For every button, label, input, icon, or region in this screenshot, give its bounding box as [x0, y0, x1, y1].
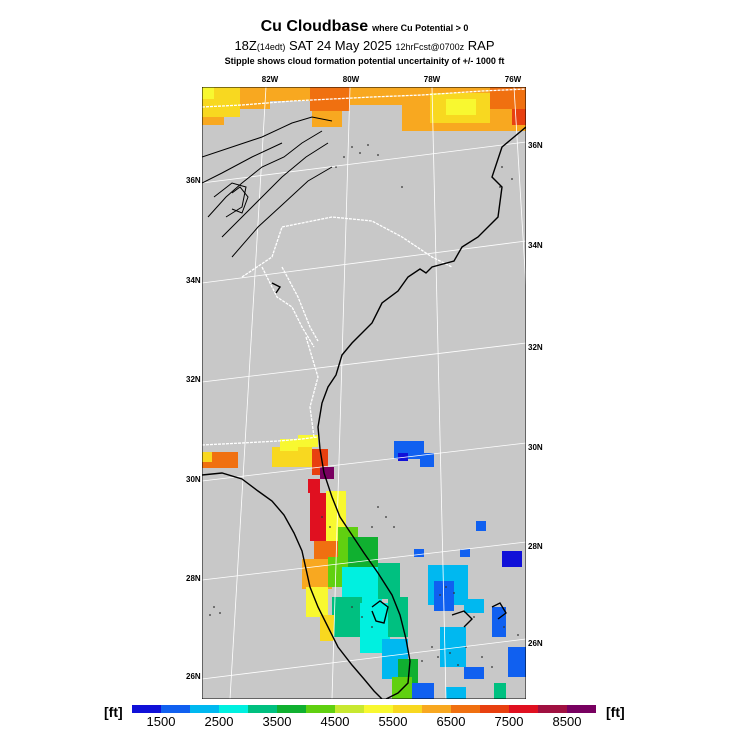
lat-label-right-34n: 34N	[528, 241, 543, 250]
colorbar-swatch-15	[567, 705, 596, 713]
lat-label-left-36n: 36N	[186, 176, 201, 185]
lon-label-78w: 78W	[423, 75, 441, 84]
colorbar-swatch-11	[451, 705, 481, 713]
colorbar-label-1500: 1500	[146, 714, 176, 729]
forecast-label: 12hrFcst@0700z	[395, 42, 465, 52]
valid-edt: (14edt)	[256, 42, 286, 52]
lat-label-right-28n: 28N	[528, 542, 543, 551]
lon-label-76w: 76W	[504, 75, 522, 84]
colorbar-swatch-13	[509, 705, 539, 713]
lon-label-82w: 82W	[261, 75, 279, 84]
lat-label-right-26n: 26N	[528, 639, 543, 648]
colorbar-label-3500: 3500	[262, 714, 292, 729]
model-label: RAP	[467, 38, 495, 53]
lat-lon-grid	[202, 87, 526, 699]
stipple-uncertainty	[209, 144, 519, 668]
colorbar-swatch-2	[190, 705, 220, 713]
colorbar-swatch-9	[393, 705, 423, 713]
lat-label-right-36n: 36N	[528, 141, 543, 150]
colorbar-swatch-6	[306, 705, 336, 713]
colorbar-swatch-0	[132, 705, 162, 713]
colorbar-label-8500: 8500	[552, 714, 582, 729]
valid-time-line: 18Z(14edt) SAT 24 May 2025 12hrFcst@0700…	[0, 38, 729, 53]
colorbar-label-6500: 6500	[436, 714, 466, 729]
title-qualifier: where Cu Potential > 0	[372, 23, 469, 33]
colorbar-swatch-5	[277, 705, 307, 713]
colorbar-swatch-4	[248, 705, 278, 713]
lat-label-right-30n: 30N	[528, 443, 543, 452]
lat-label-left-28n: 28N	[186, 574, 201, 583]
chart-title: Cu Cloudbase where Cu Potential > 0	[0, 18, 729, 36]
colorbar-swatch-7	[335, 705, 365, 713]
colorbar-swatch-1	[161, 705, 191, 713]
valid-date: SAT 24 May 2025	[289, 38, 392, 53]
colorbar-label-5500: 5500	[378, 714, 408, 729]
map-panel	[202, 87, 526, 699]
colorbar-label-7500: 7500	[494, 714, 524, 729]
colorbar-swatch-14	[538, 705, 568, 713]
lat-label-left-34n: 34N	[186, 276, 201, 285]
colorbar-swatch-10	[422, 705, 452, 713]
colorbar	[132, 705, 596, 713]
cloudbase-contours	[202, 116, 333, 258]
lat-label-left-30n: 30N	[186, 475, 201, 484]
colorbar-unit-right: [ft]	[606, 704, 625, 720]
colorbar-swatch-8	[364, 705, 394, 713]
lat-label-left-26n: 26N	[186, 672, 201, 681]
colorbar-swatch-12	[480, 705, 510, 713]
title-main: Cu Cloudbase	[260, 18, 369, 35]
stipple-note: Stipple shows cloud formation potential …	[224, 56, 505, 66]
coastline	[202, 126, 526, 699]
valid-prefix: 18Z	[234, 38, 257, 53]
state-borders	[202, 88, 526, 446]
colorbar-swatch-3	[219, 705, 249, 713]
lat-label-right-32n: 32N	[528, 343, 543, 352]
colorbar-label-4500: 4500	[320, 714, 350, 729]
lon-label-80w: 80W	[342, 75, 360, 84]
lat-label-left-32n: 32N	[186, 375, 201, 384]
colorbar-unit-left: [ft]	[104, 704, 123, 720]
colorbar-label-2500: 2500	[204, 714, 234, 729]
